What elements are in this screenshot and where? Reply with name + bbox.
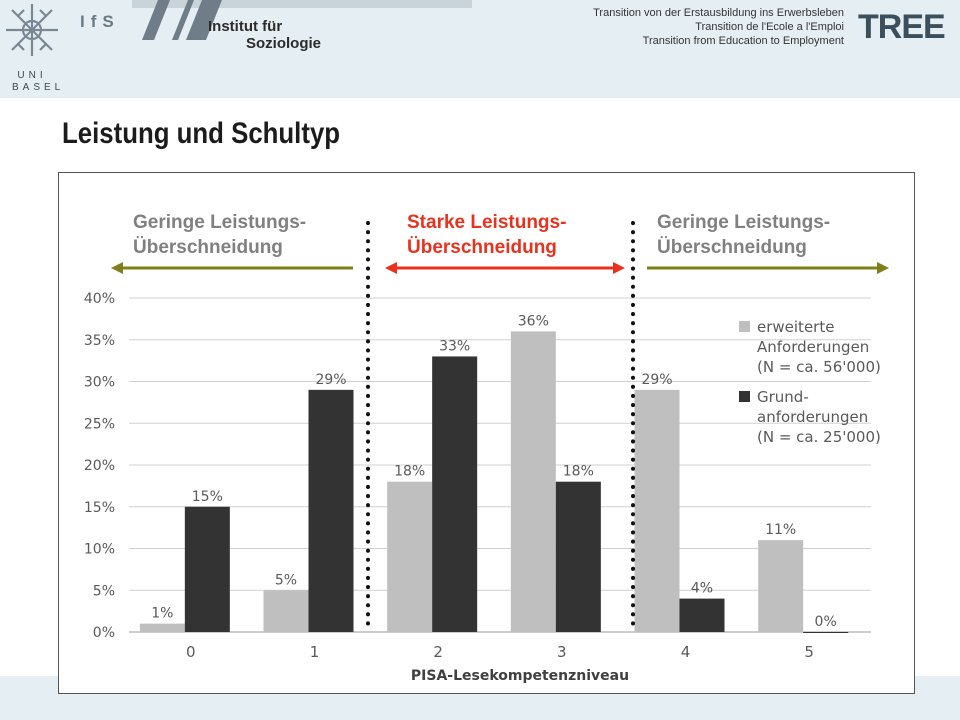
y-tick-label: 25% bbox=[84, 416, 115, 432]
bar-extended bbox=[634, 389, 680, 632]
data-label: 15% bbox=[192, 489, 223, 505]
slide-title: Leistung und Schultyp bbox=[62, 117, 341, 150]
project-line-fr: Transition de l'Ecole a l'Emploi bbox=[695, 21, 844, 33]
legend-swatch bbox=[739, 391, 750, 402]
bar-extended bbox=[387, 481, 433, 632]
bar-basic bbox=[184, 506, 230, 632]
bar-basic bbox=[555, 481, 601, 632]
annotation-arrowhead-left bbox=[385, 262, 397, 274]
legend-label: (N = ca. 25'000) bbox=[757, 428, 881, 446]
legend-label: erweiterte bbox=[757, 318, 834, 336]
data-label: 29% bbox=[641, 372, 672, 388]
y-tick-label: 40% bbox=[84, 291, 115, 307]
data-label: 29% bbox=[315, 372, 346, 388]
x-tick-label: 3 bbox=[557, 643, 567, 661]
project-logo: TREE bbox=[858, 8, 946, 46]
annotation-text: Geringe Leistungs- bbox=[657, 212, 830, 233]
bar-extended bbox=[263, 590, 309, 632]
data-label: 4% bbox=[691, 581, 713, 597]
annotation-arrowhead-left bbox=[111, 262, 123, 274]
bar-basic bbox=[432, 356, 478, 632]
data-label: 1% bbox=[151, 606, 173, 622]
university-name: UNI BASEL bbox=[12, 70, 65, 93]
x-tick-label: 1 bbox=[310, 643, 320, 661]
annotation-text: Überschneidung bbox=[407, 237, 557, 258]
project-description: Transition von der Erstausbildung ins Er… bbox=[593, 6, 844, 48]
bar-basic bbox=[803, 632, 849, 633]
x-tick-label: 5 bbox=[804, 643, 814, 661]
institute-name-line2: Soziologie bbox=[246, 35, 321, 52]
annotation-arrowhead-right bbox=[877, 262, 889, 274]
annotation-text: Starke Leistungs- bbox=[407, 212, 566, 233]
y-tick-label: 5% bbox=[93, 583, 115, 599]
y-tick-label: 30% bbox=[84, 375, 115, 391]
y-tick-label: 20% bbox=[84, 458, 115, 474]
institute-name-line1: Institut für bbox=[208, 18, 283, 35]
chart-frame: 0% 5% 10% 15% 20% 25% 30% 35% 40% 1% 15% 0 5% 29% 1 18%… bbox=[58, 172, 915, 694]
bar-basic bbox=[308, 389, 354, 632]
data-label: 0% bbox=[815, 614, 837, 630]
data-label: 18% bbox=[563, 464, 594, 480]
project-line-en: Transition from Education to Employment bbox=[642, 35, 844, 47]
institute-stripe-graphic bbox=[132, 0, 472, 40]
legend-swatch bbox=[739, 321, 750, 332]
y-tick-label: 0% bbox=[93, 625, 115, 641]
x-tick-label: 0 bbox=[186, 643, 196, 661]
bar-extended bbox=[510, 331, 556, 632]
data-label: 11% bbox=[765, 522, 796, 538]
annotation-text: Überschneidung bbox=[133, 237, 283, 258]
x-tick-label: 4 bbox=[681, 643, 691, 661]
legend-label: Anforderungen bbox=[757, 338, 869, 356]
institute-logo: IfS bbox=[80, 12, 120, 31]
bar-chart: 0%5%10%15%20%25%30%35%40%1%15%05%29%118%… bbox=[84, 212, 889, 684]
legend-label: (N = ca. 56'000) bbox=[757, 358, 881, 376]
legend-label: Grund- bbox=[757, 388, 809, 406]
bar-basic bbox=[679, 598, 725, 632]
x-axis-title: PISA-Lesekompetenzniveau bbox=[411, 668, 629, 684]
project-line-de: Transition von der Erstausbildung ins Er… bbox=[593, 7, 844, 19]
data-label: 18% bbox=[394, 464, 425, 480]
annotation-text: Geringe Leistungs- bbox=[133, 212, 306, 233]
y-tick-label: 15% bbox=[84, 500, 115, 516]
data-label: 5% bbox=[275, 572, 297, 588]
bar-extended bbox=[139, 623, 185, 632]
y-tick-label: 10% bbox=[84, 542, 115, 558]
legend-label: anforderungen bbox=[757, 408, 868, 426]
data-label: 36% bbox=[518, 313, 549, 329]
data-label: 33% bbox=[439, 338, 470, 354]
x-tick-label: 2 bbox=[433, 643, 443, 661]
y-tick-label: 35% bbox=[84, 333, 115, 349]
bar-extended bbox=[758, 540, 804, 632]
annotation-arrowhead-right bbox=[613, 262, 625, 274]
annotation-text: Überschneidung bbox=[657, 237, 807, 258]
university-seal-icon bbox=[6, 4, 58, 56]
